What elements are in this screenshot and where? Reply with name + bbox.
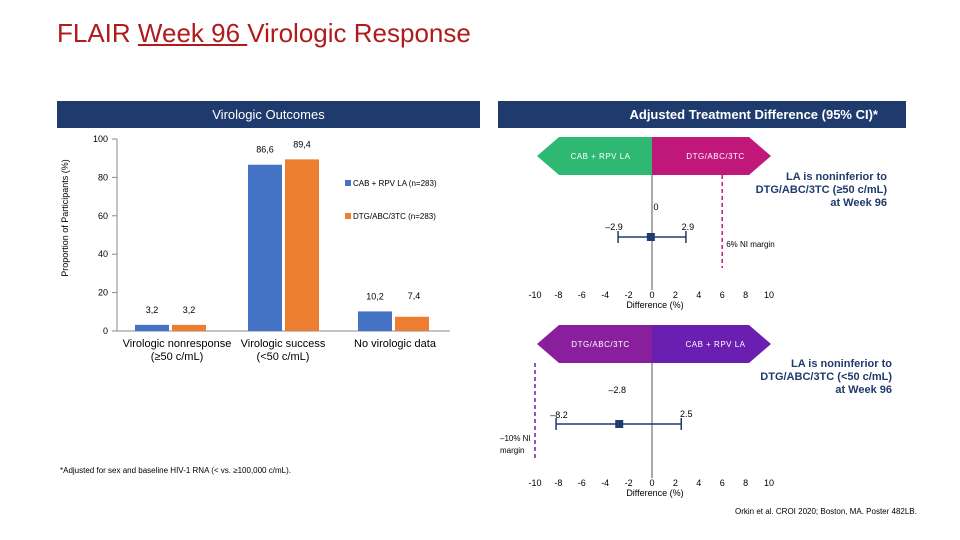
bar-value-label: 10,2 xyxy=(366,291,384,301)
bottom-forest-x-tick-label: -10 xyxy=(528,478,541,488)
bottom-ni-margin-label-2: margin xyxy=(500,446,524,455)
bar-cab-rpv xyxy=(358,311,392,331)
bar-value-label: 89,4 xyxy=(293,139,311,149)
page-title: FLAIR Week 96 Virologic Response xyxy=(57,18,471,48)
category-label-no-data: No virologic data xyxy=(354,338,436,350)
legend-label: CAB + RPV LA (n=283) xyxy=(353,179,437,188)
bottom-ni-margin-label: –10% NI xyxy=(500,434,531,443)
bottom-forest-right-label: CAB + RPV LA xyxy=(685,340,745,349)
bottom-point-label: –2.8 xyxy=(608,385,626,395)
category-label-nonresponse: Virologic nonresponse (≥50 c/mL) xyxy=(122,338,232,363)
legend-swatch xyxy=(345,213,351,219)
y-tick-label: 0 xyxy=(103,326,108,336)
bar-dtg-abc-3tc xyxy=(285,159,319,331)
top-zero-label: 0 xyxy=(653,202,658,212)
bar-value-label: 86,6 xyxy=(256,145,274,155)
top-forest-x-tick-label: 8 xyxy=(743,290,748,300)
bottom-point-estimate xyxy=(615,420,624,428)
bottom-forest-x-tick-label: -8 xyxy=(554,478,562,488)
bar-cab-rpv xyxy=(248,164,282,331)
top-forest-x-tick-label: 2 xyxy=(673,290,678,300)
y-tick-label: 80 xyxy=(98,172,108,182)
top-forest-x-tick-label: 4 xyxy=(696,290,701,300)
y-tick-label: 20 xyxy=(98,288,108,298)
bottom-ci-upper-label: 2.5 xyxy=(680,409,693,419)
bar-value-label: 3,2 xyxy=(183,305,196,315)
bar-dtg-abc-3tc xyxy=(395,316,429,331)
top-forest-x-tick-label: 6 xyxy=(720,290,725,300)
bar-value-label: 7,4 xyxy=(408,291,421,301)
top-point-estimate xyxy=(646,233,655,241)
top-forest-right-label: DTG/ABC/3TC xyxy=(686,152,744,161)
bottom-forest-x-tick-label: 4 xyxy=(696,478,701,488)
citation: Orkin et al. CROI 2020; Boston, MA. Post… xyxy=(735,507,917,516)
top-forest-left-arrow xyxy=(537,137,652,175)
top-ni-margin-label: 6% NI margin xyxy=(726,240,774,249)
top-forest-x-axis-label: Difference (%) xyxy=(626,300,683,310)
top-forest-x-tick-label: 0 xyxy=(649,290,654,300)
treatment-difference-header-label: Adjusted Treatment Difference (95% CI)* xyxy=(629,107,878,122)
legend-swatch xyxy=(345,180,351,186)
footnote: *Adjusted for sex and baseline HIV-1 RNA… xyxy=(60,466,291,475)
bottom-forest-x-tick-label: -4 xyxy=(601,478,609,488)
bottom-forest-x-axis-label: Difference (%) xyxy=(626,488,683,498)
y-tick-label: 100 xyxy=(93,134,108,144)
y-axis-label: Proportion of Participants (%) xyxy=(60,159,70,277)
bottom-forest-left-arrow xyxy=(537,325,652,363)
top-forest-x-tick-label: -4 xyxy=(601,290,609,300)
top-forest-left-label: CAB + RPV LA xyxy=(570,152,630,161)
bottom-ci-lower-label: –8.2 xyxy=(550,410,568,420)
bottom-forest-x-tick-label: -2 xyxy=(625,478,633,488)
bottom-forest-right-arrow xyxy=(652,325,771,363)
y-tick-label: 40 xyxy=(98,249,108,259)
bar-value-label: 3,2 xyxy=(146,305,159,315)
bottom-forest-x-tick-label: 2 xyxy=(673,478,678,488)
bottom-forest-x-tick-label: 8 xyxy=(743,478,748,488)
treatment-difference-header: Adjusted Treatment Difference (95% CI)* xyxy=(498,101,906,128)
top-ci-lower-label: –2.9 xyxy=(605,222,623,232)
top-forest-x-tick-label: -2 xyxy=(625,290,633,300)
y-tick-label: 60 xyxy=(98,211,108,221)
bottom-forest-left-label: DTG/ABC/3TC xyxy=(571,340,629,349)
top-forest-x-tick-label: -6 xyxy=(578,290,586,300)
legend-label: DTG/ABC/3TC (n=283) xyxy=(353,212,436,221)
top-forest-x-tick-label: -10 xyxy=(528,290,541,300)
bar-dtg-abc-3tc xyxy=(172,324,206,331)
bottom-forest-x-tick-label: 6 xyxy=(720,478,725,488)
virologic-outcomes-header: Virologic Outcomes xyxy=(57,101,480,128)
bottom-forest-x-tick-label: 0 xyxy=(649,478,654,488)
bar-cab-rpv xyxy=(135,324,169,331)
top-forest-x-tick-label: 10 xyxy=(764,290,774,300)
top-forest-x-tick-label: -8 xyxy=(554,290,562,300)
ni-conclusion-bottom: LA is noninferior to DTG/ABC/3TC (<50 c/… xyxy=(760,358,892,397)
category-label-success: Virologic success (<50 c/mL) xyxy=(240,338,326,363)
bottom-forest-x-tick-label: -6 xyxy=(578,478,586,488)
virologic-outcomes-header-label: Virologic Outcomes xyxy=(212,107,325,122)
top-forest-right-arrow xyxy=(652,137,771,175)
top-ci-upper-label: 2.9 xyxy=(682,222,695,232)
bottom-forest-x-tick-label: 10 xyxy=(764,478,774,488)
ni-conclusion-top: LA is noninferior to DTG/ABC/3TC (≥50 c/… xyxy=(755,171,887,210)
